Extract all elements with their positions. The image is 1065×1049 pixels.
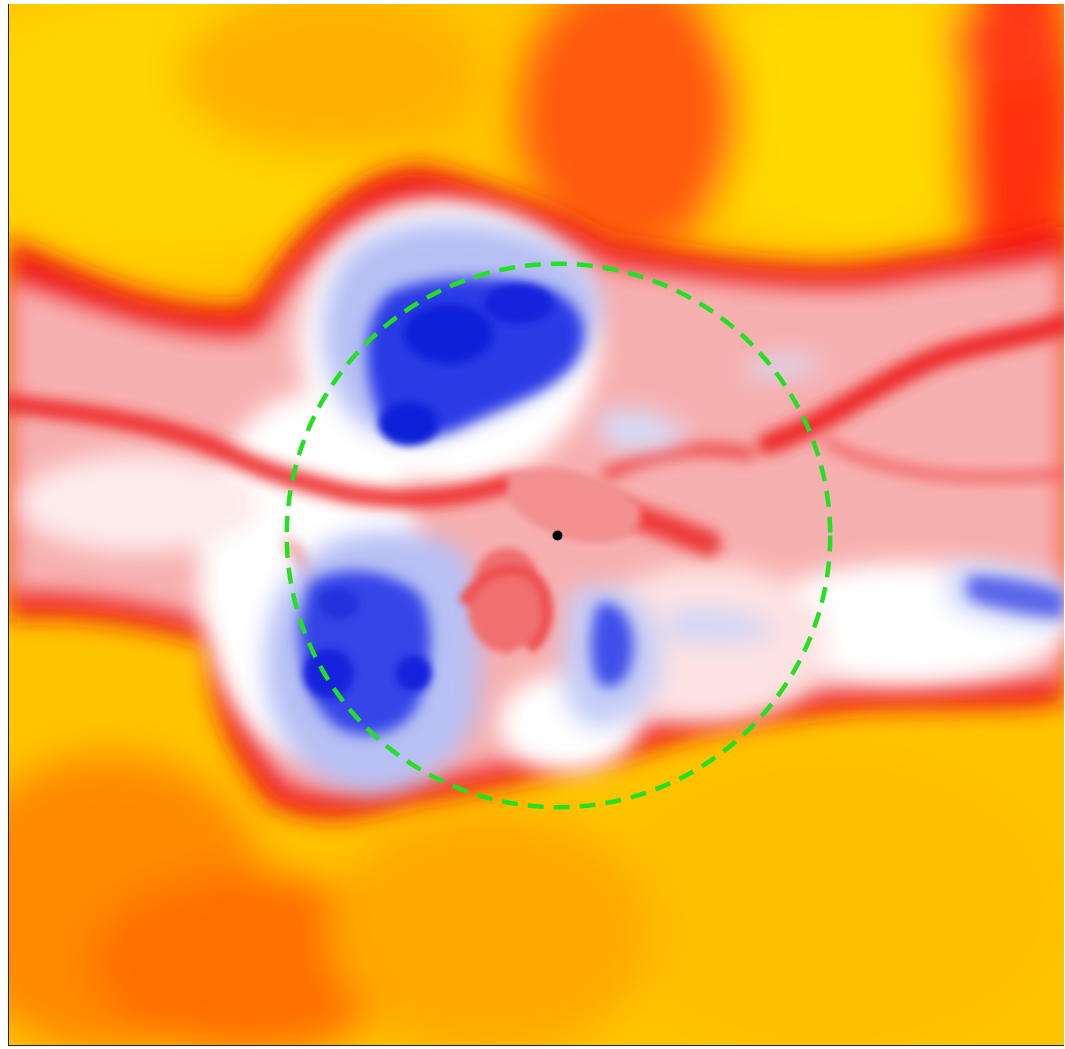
simulation-map-svg <box>9 4 1064 1045</box>
central-red-swirl <box>458 467 642 654</box>
center-dot <box>552 530 563 541</box>
simulation-map-panel <box>8 4 1064 1046</box>
blue-cores <box>303 283 554 699</box>
dashed-marker-circle <box>284 261 833 810</box>
warm-variations <box>9 4 1064 1045</box>
